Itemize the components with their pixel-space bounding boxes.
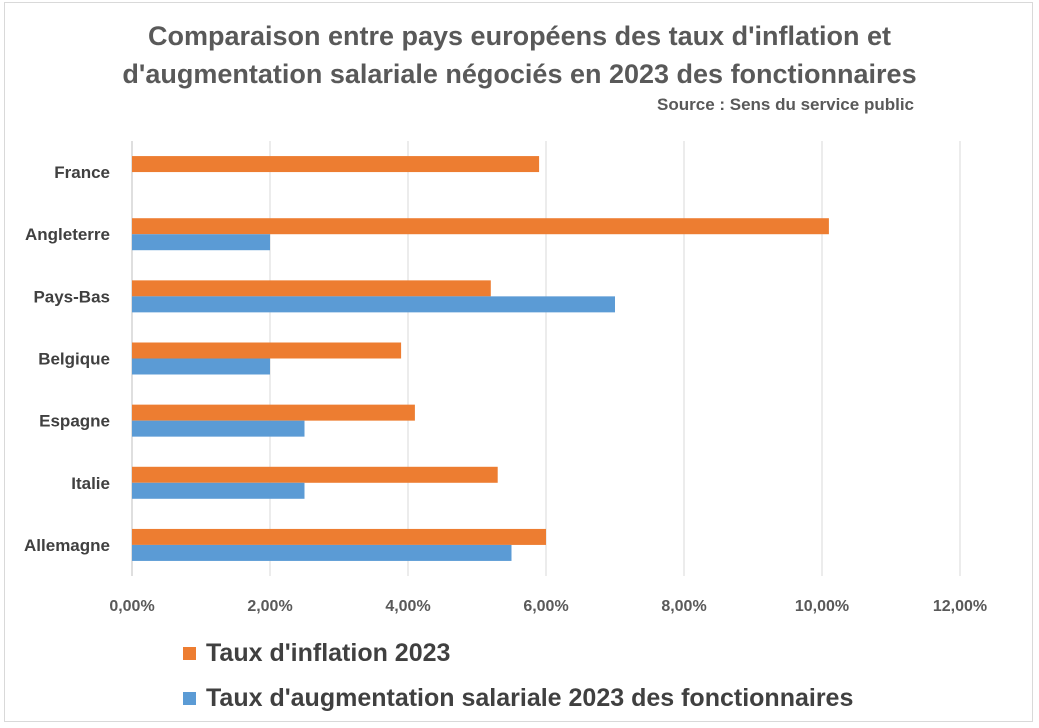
- bar-salary: [132, 544, 512, 561]
- plot-area: 0,00% 2,00% 4,00% 6,00% 8,00% 10,00% 12,00% Fra…: [24, 141, 987, 615]
- x-tick-label: 0,00%: [109, 598, 154, 615]
- category-label: Belgique: [38, 350, 110, 369]
- x-tick-label: 2,00%: [247, 598, 292, 615]
- bar-inflation: [132, 528, 546, 545]
- category-label: Italie: [71, 474, 110, 493]
- legend-label-salary: Taux d'augmentation salariale 2023 des f…: [206, 684, 854, 712]
- bar-inflation: [132, 466, 498, 483]
- bar-inflation: [132, 156, 540, 173]
- category-label: Pays-Bas: [33, 287, 110, 306]
- chart-area: Comparaison entre pays européens des tau…: [4, 2, 1033, 722]
- bar-salary: [132, 420, 305, 437]
- category-label: Allemagne: [24, 536, 110, 555]
- legend-swatch-inflation: [183, 647, 196, 660]
- legend-label-inflation: Taux d'inflation 2023: [206, 639, 451, 667]
- chart-title-line-2: d'augmentation salariale négociés en 202…: [122, 59, 917, 89]
- category-label: Espagne: [39, 412, 110, 431]
- x-tick-label: 12,00%: [933, 598, 987, 615]
- x-tick-label: 10,00%: [795, 598, 849, 615]
- bar-salary: [132, 358, 270, 375]
- chart-title-line-1: Comparaison entre pays européens des tau…: [147, 21, 892, 51]
- bar-inflation: [132, 280, 491, 297]
- legend-swatch-salary: [183, 692, 196, 705]
- legend-item-salary: Taux d'augmentation salariale 2023 des f…: [183, 684, 853, 713]
- bar-salary: [132, 482, 305, 499]
- bar-salary: [132, 234, 270, 251]
- x-tick-label: 4,00%: [385, 598, 430, 615]
- legend-item-inflation: Taux d'inflation 2023: [183, 639, 450, 668]
- bar-salary: [132, 296, 615, 313]
- category-label: France: [54, 163, 110, 182]
- chart-source: Source : Sens du service public: [657, 95, 914, 114]
- bar-inflation: [132, 218, 829, 235]
- x-tick-label: 6,00%: [523, 598, 568, 615]
- bar-inflation: [132, 342, 402, 359]
- bar-inflation: [132, 404, 415, 421]
- x-tick-label: 8,00%: [661, 598, 706, 615]
- category-label: Angleterre: [25, 225, 110, 244]
